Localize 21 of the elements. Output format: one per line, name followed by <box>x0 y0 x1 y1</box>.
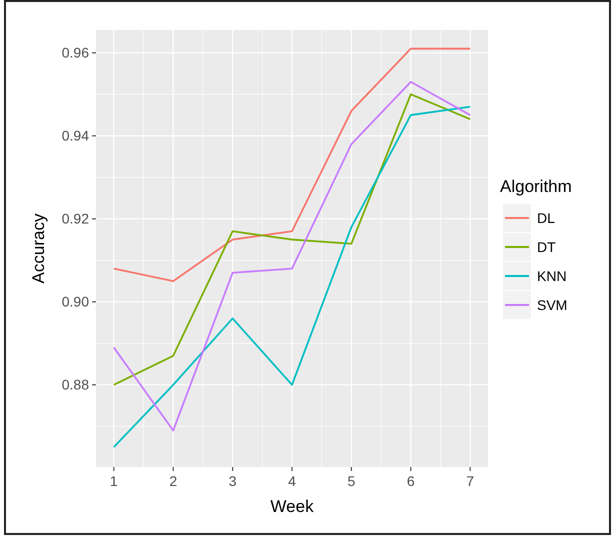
x-tick-label: 3 <box>228 473 237 489</box>
x-tick-label: 4 <box>288 473 296 489</box>
y-tick-label: 0.94 <box>62 128 90 144</box>
x-tick-label: 5 <box>347 473 356 489</box>
x-tick-label: 1 <box>110 473 118 489</box>
x-axis-title: Week <box>270 497 314 516</box>
legend-label: KNN <box>537 268 567 284</box>
line-series <box>112 48 472 282</box>
legend-label: SVM <box>537 296 568 313</box>
legend-label: DT <box>537 238 556 255</box>
y-tick-label: 0.96 <box>62 44 90 61</box>
x-tick-label: 6 <box>406 473 415 489</box>
y-tick-label: 0.92 <box>62 210 90 227</box>
legend-label: DL <box>537 210 556 226</box>
y-tick-label: 0.90 <box>62 294 90 310</box>
y-tick-label: 0.88 <box>62 376 90 393</box>
x-tick-label: 2 <box>169 473 178 489</box>
line-series <box>112 93 472 386</box>
x-tick-label: 7 <box>466 473 474 489</box>
y-axis-title: Accuracy <box>29 213 48 284</box>
legend-title: Algorithm <box>500 177 572 196</box>
